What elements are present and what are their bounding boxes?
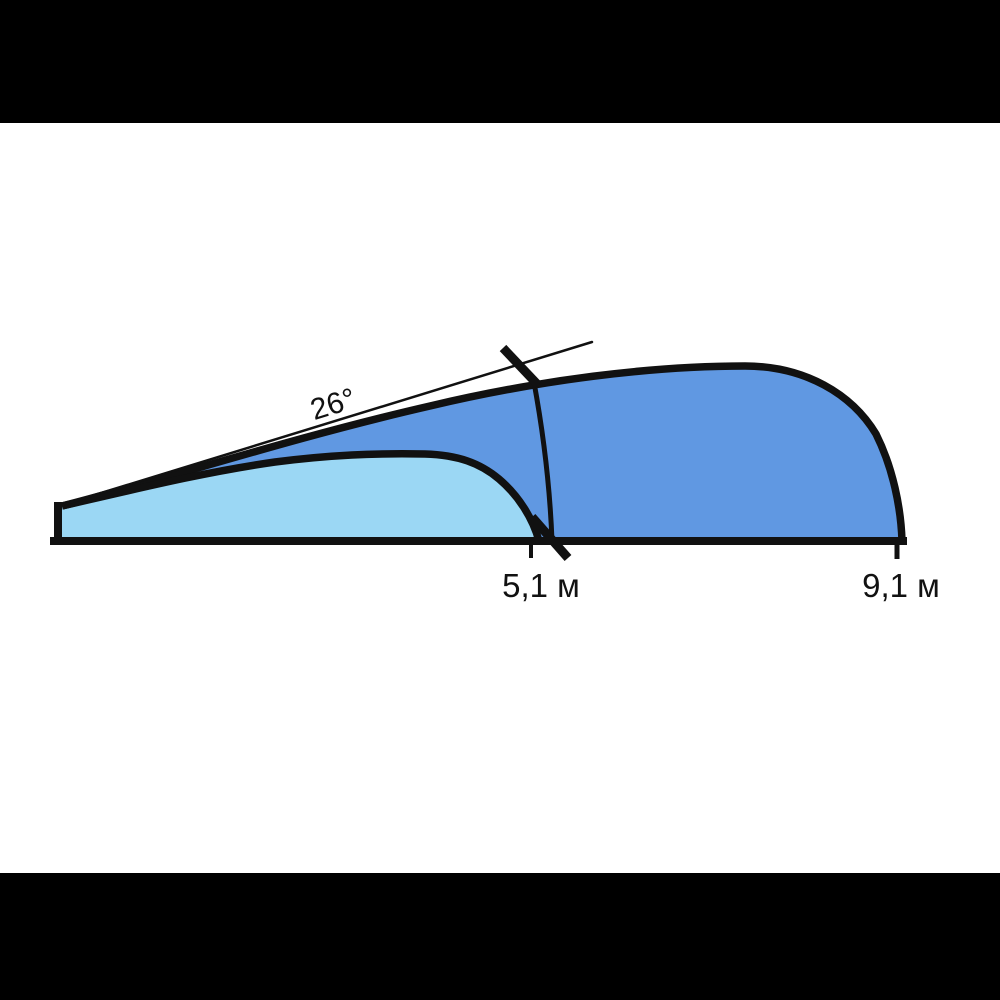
letterbox-bottom-bar [0, 873, 1000, 1000]
letterbox-top-bar [0, 0, 1000, 123]
arc-measure-line [530, 376, 555, 542]
tangent-tick-mark [499, 344, 542, 389]
near-trajectory-shape [62, 453, 539, 541]
near-distance-label: 5,1 м [502, 567, 580, 604]
angle-label: 26° [307, 382, 360, 427]
tangent-line [60, 340, 594, 507]
far-trajectory-outline [61, 362, 906, 542]
near-trajectory-outline [61, 450, 543, 543]
far-distance-label: 9,1 м [862, 567, 940, 604]
